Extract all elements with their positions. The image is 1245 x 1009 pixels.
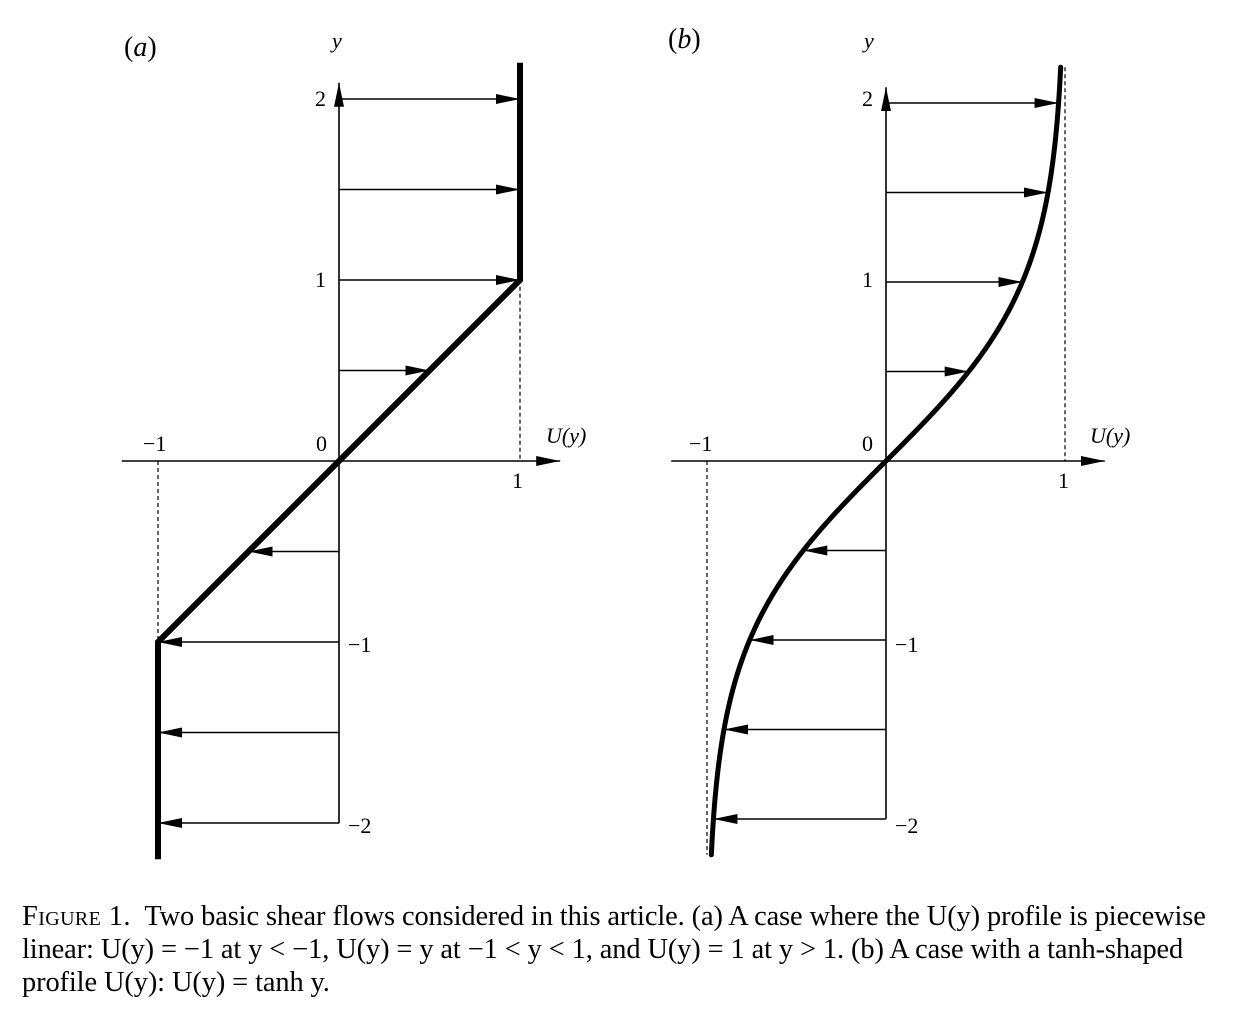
figure: (a) y U(y) 0 −1 1 2 1 −1 −2 (b) y U(y) 0… — [121, 24, 1130, 860]
panel-a-x-tick-one: 1 — [512, 468, 523, 493]
panel-a-y-tick-minus-one: −1 — [348, 632, 371, 657]
panel-a-y-tick-two: 2 — [315, 86, 326, 111]
panel-b-axes — [671, 87, 1105, 819]
panel-b-y-tick-minus-two: −2 — [895, 813, 918, 838]
panel-a-axes — [121, 82, 561, 824]
panel-b-label: (b) — [668, 24, 701, 55]
panel-a-velocity-arrows — [158, 94, 520, 828]
panel-a-y-axis-label: y — [330, 28, 342, 53]
panel-b-x-tick-minus-one: −1 — [689, 431, 712, 456]
panel-a-y-tick-minus-two: −2 — [348, 813, 371, 838]
panel-b-origin-label: 0 — [862, 431, 873, 456]
figure-caption: Figure 1. Two basic shear flows consider… — [22, 900, 1237, 999]
panel-a-x-tick-minus-one: −1 — [143, 431, 166, 456]
panel-a-x-axis-label: U(y) — [546, 423, 586, 448]
panel-a-velocity-profile — [155, 62, 523, 860]
panel-b-velocity-arrows — [713, 98, 1059, 824]
panel-b-velocity-profile — [708, 64, 1064, 858]
panel-b-y-tick-one: 1 — [862, 267, 873, 292]
panel-b-x-axis-label: U(y) — [1090, 423, 1130, 448]
panel-b-asymptotes — [706, 67, 1066, 855]
caption-text: Two basic shear flows considered in this… — [22, 901, 1206, 998]
panel-b-y-axis-label: y — [862, 28, 874, 53]
panel-b-x-tick-one: 1 — [1058, 468, 1069, 493]
panel-a: (a) y U(y) 0 −1 1 2 1 −1 −2 — [121, 28, 586, 860]
panel-a-label: (a) — [124, 32, 157, 63]
panel-a-origin-label: 0 — [316, 431, 327, 456]
panel-a-y-tick-one: 1 — [315, 267, 326, 292]
figure-label: Figure 1. — [22, 901, 131, 932]
panel-b-y-tick-two: 2 — [862, 86, 873, 111]
panel-b-y-tick-minus-one: −1 — [895, 632, 918, 657]
panel-b: (b) y U(y) 0 −1 1 2 1 −1 −2 — [668, 24, 1130, 858]
